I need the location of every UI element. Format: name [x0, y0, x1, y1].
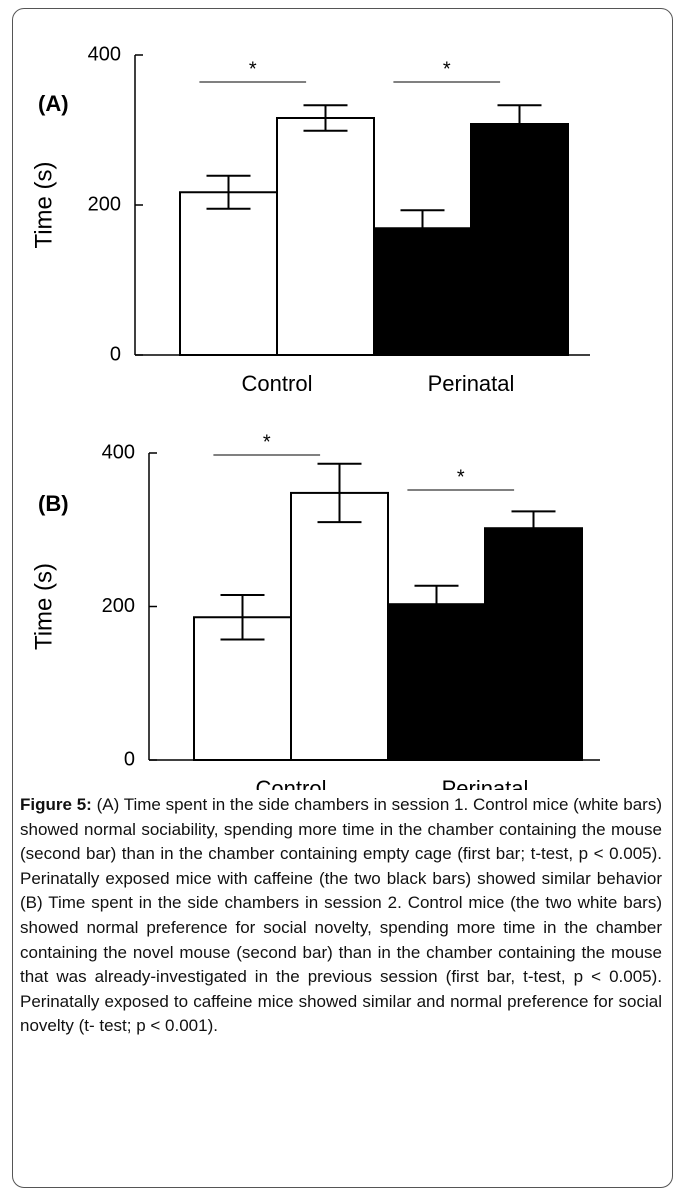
- y-tick-label: 200: [88, 193, 121, 215]
- x-tick-label: Control: [256, 776, 327, 790]
- significance-marker: *: [443, 58, 451, 80]
- bar: [470, 123, 569, 356]
- y-tick-label: 0: [124, 748, 135, 770]
- x-tick-label: Perinatal: [428, 371, 515, 396]
- y-axis-label: Time (s): [30, 161, 57, 248]
- bar: [373, 227, 472, 356]
- x-tick-label: Control: [242, 371, 313, 396]
- significance-marker: *: [457, 466, 465, 488]
- y-tick-label: 400: [102, 441, 135, 463]
- caption-text: (A) Time spent in the side chambers in s…: [20, 795, 662, 1036]
- chart: 0 200 400 Time (s) (A) Control * Perinatal * 0 200…: [30, 43, 600, 790]
- significance-marker: *: [263, 431, 271, 453]
- bar: [387, 603, 486, 762]
- bar: [179, 191, 278, 356]
- y-tick-label: 400: [88, 43, 121, 65]
- y-tick-label: 0: [110, 343, 121, 365]
- caption-label: Figure 5:: [20, 795, 92, 814]
- panel-label: (A): [38, 91, 69, 116]
- caption: Figure 5: (A) Time spent in the side cha…: [20, 793, 662, 1039]
- figure-frame: [12, 8, 673, 1188]
- panel-label: (B): [38, 491, 69, 516]
- bar: [290, 491, 389, 761]
- bar: [276, 117, 375, 356]
- x-tick-label: Perinatal: [442, 776, 529, 790]
- significance-marker: *: [249, 58, 257, 80]
- bar: [484, 527, 583, 762]
- y-tick-label: 200: [102, 595, 135, 617]
- y-axis-label: Time (s): [30, 563, 57, 650]
